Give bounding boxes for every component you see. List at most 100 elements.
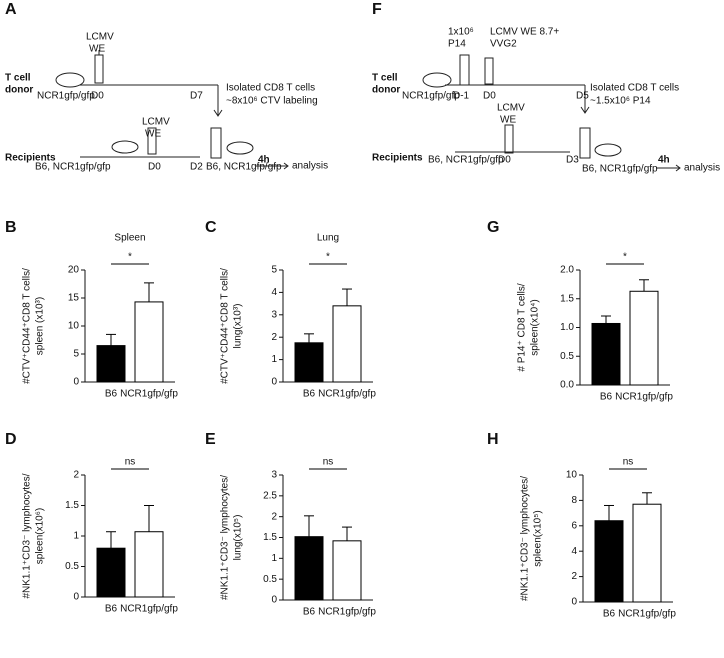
y-tick-label: 3 (271, 470, 277, 481)
schematic-label: ~8x10⁶ CTV labeling (226, 96, 318, 107)
y-tick-label: 1.0 (560, 322, 574, 333)
chart-title: Spleen (114, 233, 145, 244)
y-tick-label: 0.5 (560, 351, 574, 362)
x-tick-label: B6 (303, 389, 316, 400)
schematic-label: LCMV (86, 32, 114, 43)
significance-label: * (623, 252, 627, 263)
y-tick-label: 1.5 (263, 532, 277, 543)
significance-label: ns (623, 457, 634, 468)
x-tick-label: B6 (105, 389, 118, 400)
y-axis-label: #CTV⁺CD44⁺CD8 T cells/ (22, 268, 33, 384)
y-tick-label: 1 (271, 354, 277, 365)
significance-label: * (128, 252, 132, 263)
y-tick-label: 5 (73, 349, 79, 360)
x-tick-label: B6 (303, 607, 316, 618)
y-axis-label: spleen(x10⁵) (533, 510, 544, 566)
x-tick-label: NCR1gfp/gfp (120, 389, 178, 400)
y-axis-label: #NK1.1⁺CD3⁻ lymphocytes/ (520, 476, 531, 601)
schematic-label: 4h (658, 155, 670, 166)
y-tick-label: 1 (73, 531, 79, 542)
y-tick-label: 0.0 (560, 380, 574, 391)
schematic-label: D0 (483, 91, 496, 102)
bar (332, 540, 362, 601)
y-tick-label: 4 (271, 287, 277, 298)
y-axis-label: #CTV⁺CD44⁺CD8 T cells/ (220, 268, 231, 384)
x-tick-label: NCR1gfp/gfp (318, 389, 376, 400)
schematic-label: 4h (258, 155, 270, 166)
x-tick-label: B6 (105, 604, 118, 615)
y-tick-label: 1.5 (65, 500, 79, 511)
y-tick-label: 10 (566, 470, 578, 481)
schematic-label: LCMV (142, 117, 170, 128)
schematic-label: D7 (190, 91, 203, 102)
schematic-label: D0 (148, 162, 161, 173)
y-tick-label: 8 (571, 495, 577, 506)
schematic-label: D5 (576, 91, 589, 102)
schematic-label: WE (145, 129, 161, 140)
schematic-label: LCMV WE 8.7+ (490, 27, 559, 38)
schematic-label: analysis (684, 163, 720, 174)
schematic-label: B6, NCR1gfp/gfp (206, 162, 282, 173)
x-tick-label: NCR1gfp/gfp (618, 609, 676, 620)
schematic-label: T cell (5, 73, 31, 84)
y-tick-label: 0 (271, 377, 277, 388)
chart-title: Lung (317, 233, 339, 244)
schematic-label: NCR1gfp/gfp (402, 91, 460, 102)
schematic-label: P14 (448, 39, 466, 50)
x-tick-label: B6 (600, 392, 613, 403)
bar (332, 305, 362, 383)
x-tick-label: NCR1gfp/gfp (318, 607, 376, 618)
y-tick-label: 0 (73, 377, 79, 388)
bar (632, 503, 662, 603)
panel-letter: E (205, 431, 216, 448)
schematic-shapes (55, 50, 681, 172)
y-axis-label: spleen (x10³) (35, 297, 46, 355)
x-tick-label: B6 (603, 609, 616, 620)
x-tick-label: NCR1gfp/gfp (120, 604, 178, 615)
y-tick-label: 5 (271, 265, 277, 276)
schematic-label: D2 (190, 162, 203, 173)
y-axis-label: #NK1.1⁺CD3⁻ lymphocytes/ (220, 475, 231, 600)
y-axis-label: lung(x10⁵) (233, 515, 244, 561)
schematic-label: ~1.5x10⁶ P14 (590, 96, 651, 107)
schematic-label: Recipients (372, 153, 423, 164)
y-tick-label: 0.5 (65, 561, 79, 572)
panel-letter: H (487, 431, 499, 448)
bar (594, 520, 624, 603)
bar (294, 342, 324, 383)
y-tick-label: 3 (271, 309, 277, 320)
significance-label: ns (125, 457, 136, 468)
significance-label: * (326, 252, 330, 263)
y-tick-label: 20 (68, 265, 80, 276)
y-axis-label: # P14⁺ CD8 T cells/ (517, 283, 528, 372)
schematic-label: B6, NCR1gfp/gfp (582, 164, 658, 175)
y-axis-label: spleen(x10⁶) (35, 508, 46, 564)
y-tick-label: 2 (271, 332, 277, 343)
bar (134, 301, 164, 383)
y-tick-label: 10 (68, 321, 80, 332)
schematic-label: WE (89, 44, 105, 55)
panel-letter: F (372, 1, 382, 18)
y-tick-label: 2 (571, 571, 577, 582)
schematic-label: D0 (498, 155, 511, 166)
schematic-label: Isolated CD8 T cells (590, 83, 679, 94)
schematic-label: donor (5, 85, 33, 96)
y-tick-label: 0 (271, 595, 277, 606)
schematic-label: 1x10⁶ (448, 27, 474, 38)
bar (96, 547, 126, 598)
y-tick-label: 1 (271, 553, 277, 564)
panel-letter: G (487, 219, 499, 236)
y-tick-label: 4 (571, 546, 577, 557)
schematic-label: B6, NCR1gfp/gfp (35, 162, 111, 173)
y-tick-label: 0 (73, 592, 79, 603)
bar (96, 345, 126, 383)
bar (294, 536, 324, 601)
y-tick-label: 2 (271, 511, 277, 522)
panel-letter: C (205, 219, 217, 236)
schematic-label: D0 (91, 91, 104, 102)
panel-letter: A (5, 1, 17, 18)
schematic-label: Isolated CD8 T cells (226, 83, 315, 94)
schematic-label: VVG2 (490, 39, 517, 50)
y-tick-label: 2.0 (560, 265, 574, 276)
